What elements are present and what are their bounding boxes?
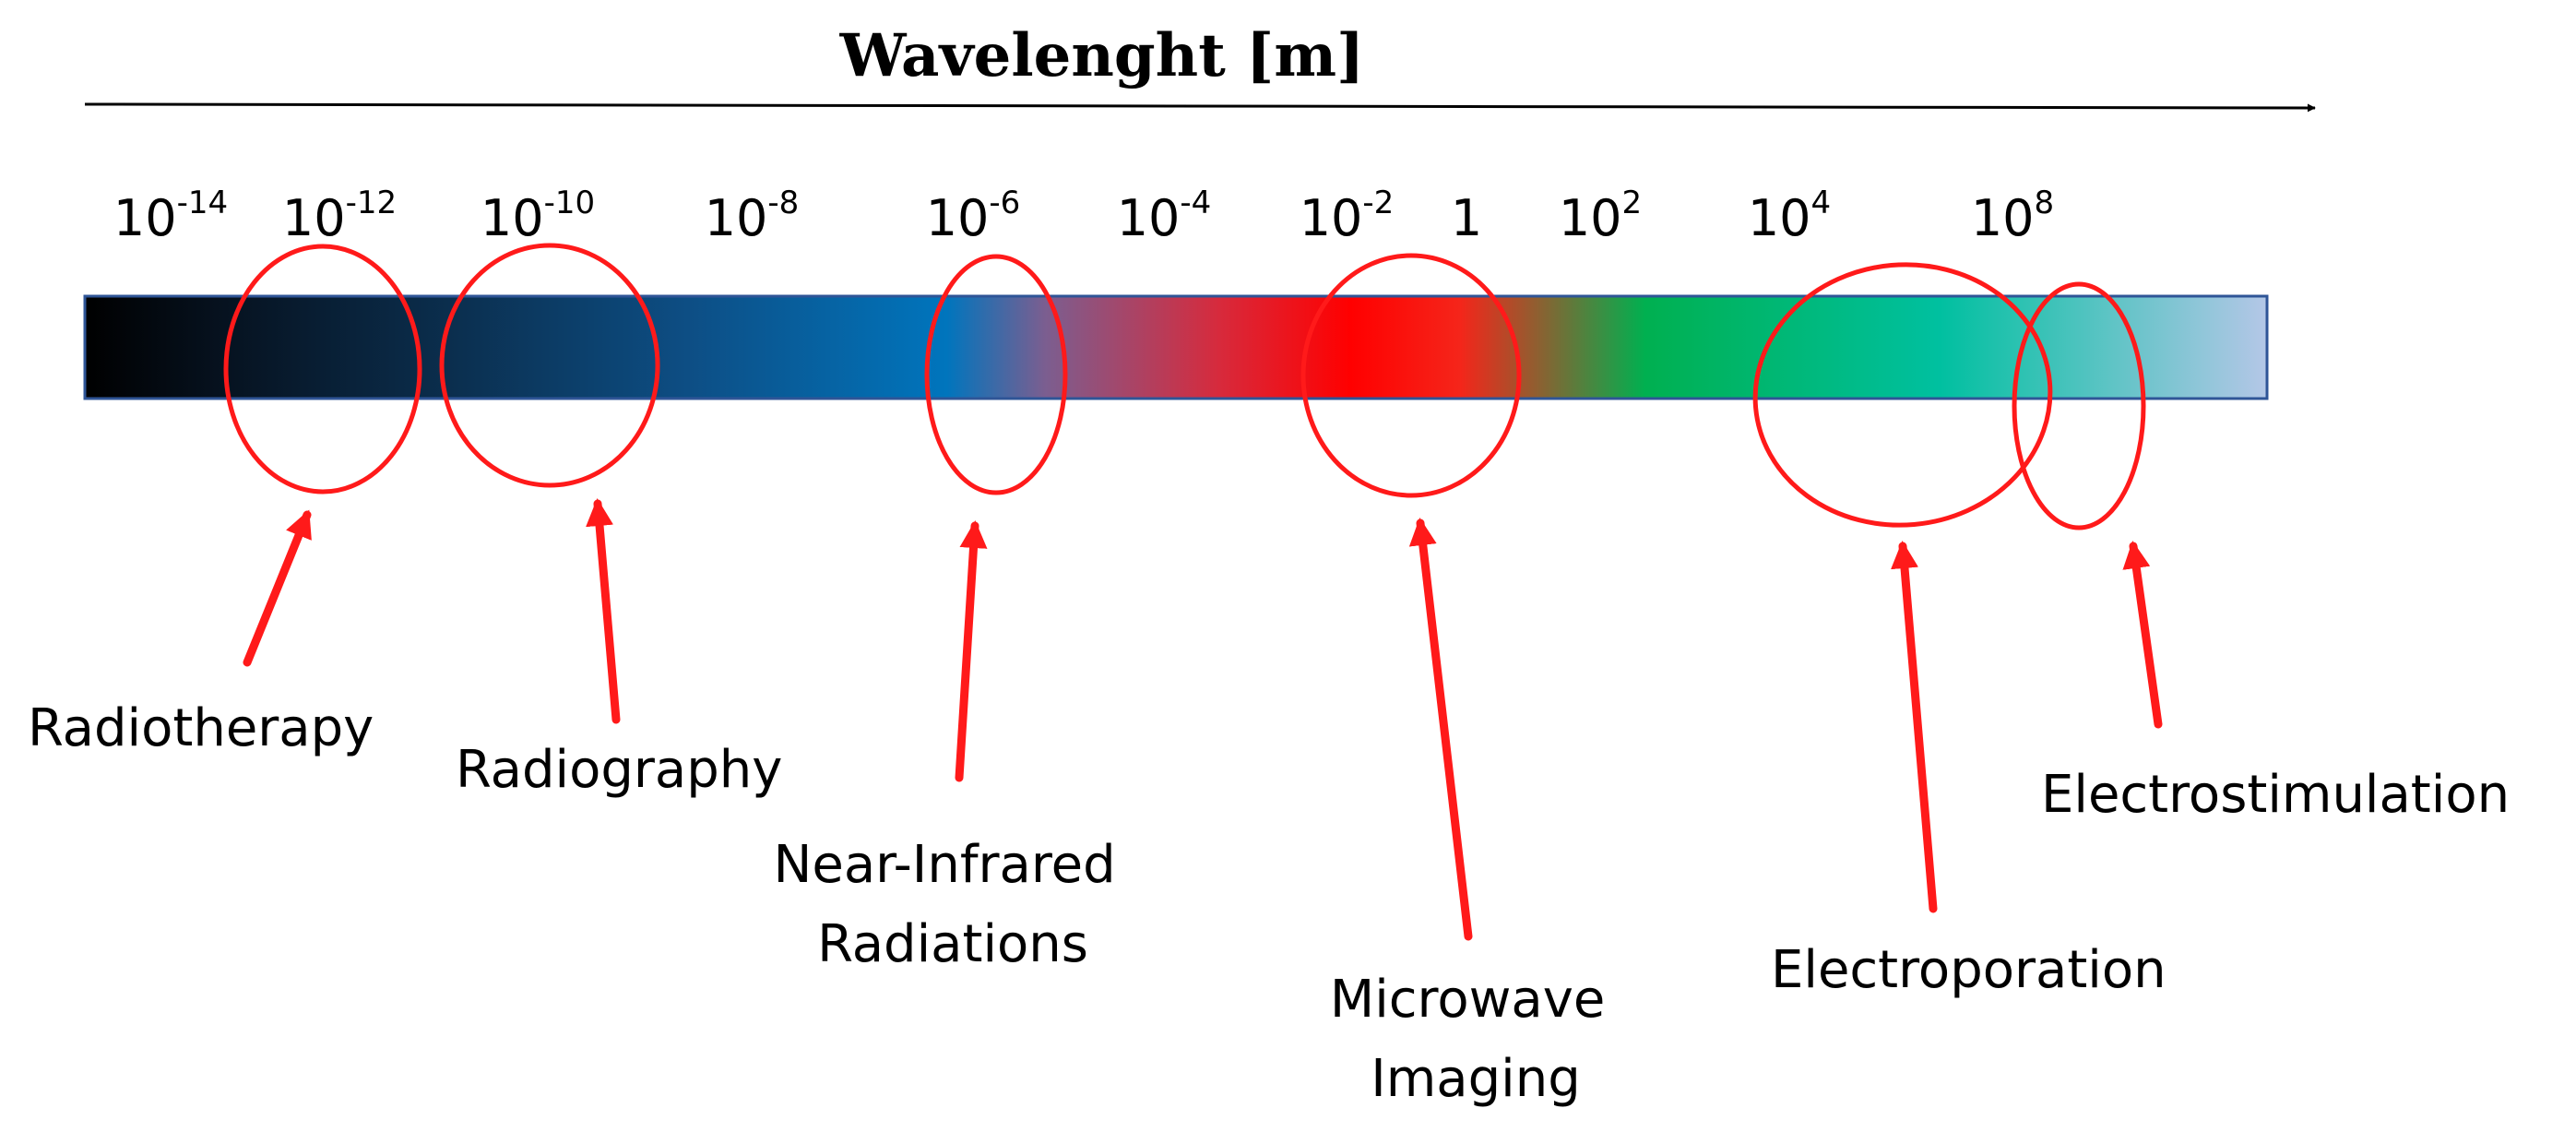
radiography-arrow bbox=[586, 498, 621, 724]
tick-exponent: -4 bbox=[1180, 185, 1211, 221]
tick-label: 10-4 bbox=[1117, 185, 1212, 247]
tick-base: 1 bbox=[1451, 189, 1482, 247]
tick-base: 10 bbox=[926, 189, 990, 247]
tick-base: 10 bbox=[1117, 189, 1181, 247]
tick-exponent: 8 bbox=[2035, 185, 2055, 221]
microwave-imaging-label-line-1: Microwave bbox=[1330, 970, 1605, 1030]
tick-label: 1 bbox=[1451, 189, 1482, 247]
tick-exponent: -14 bbox=[177, 185, 229, 221]
radiography-label-line: Radiography bbox=[456, 740, 782, 800]
tick-label: 10-14 bbox=[113, 185, 228, 247]
radiography-label: Radiography bbox=[456, 740, 782, 800]
microwave-imaging-label: Microwave Imaging bbox=[1330, 970, 1621, 1109]
tick-label: 10-10 bbox=[481, 185, 595, 247]
microwave-imaging-label-line-2: Imaging bbox=[1371, 1049, 1581, 1109]
near-infrared-label-line-1: Near-Infrared bbox=[774, 835, 1116, 895]
electroporation-label: Electroporation bbox=[1771, 940, 2166, 1000]
axis-title: Wavelenght [m] bbox=[839, 21, 1365, 90]
tick-base: 10 bbox=[1748, 189, 1811, 247]
tick-exponent: 4 bbox=[1811, 185, 1832, 221]
tick-base: 10 bbox=[1300, 189, 1363, 247]
electrostimulation-label: Electrostimulation bbox=[2041, 765, 2510, 825]
tick-exponent: -2 bbox=[1362, 185, 1394, 221]
near-infrared-label: Near-Infrared Radiations bbox=[774, 835, 1133, 974]
near-infrared-highlight-ellipse bbox=[924, 254, 1068, 495]
electrostimulation-label-line: Electrostimulation bbox=[2041, 765, 2510, 825]
tick-exponent: -8 bbox=[767, 185, 799, 221]
tick-label: 10-8 bbox=[705, 185, 800, 247]
electroporation-highlight-ellipse bbox=[1752, 262, 2053, 528]
radiotherapy-arrow bbox=[243, 509, 312, 667]
microwave-arrow bbox=[1408, 518, 1473, 941]
tick-label: 10-6 bbox=[926, 185, 1021, 247]
microwave-highlight-ellipse bbox=[1300, 253, 1522, 498]
tick-base: 10 bbox=[1559, 189, 1622, 247]
tick-base: 10 bbox=[113, 189, 177, 247]
tick-label: 10-12 bbox=[282, 185, 397, 247]
tick-base: 10 bbox=[1971, 189, 2035, 247]
radiotherapy-label: Radiotherapy bbox=[28, 698, 374, 758]
tick-labels: 10-14 10-12 10-10 10-8 10-6 10-4 10-2 1 102 104 10… bbox=[113, 185, 2054, 247]
near-infrared-arrow bbox=[955, 520, 988, 782]
tick-exponent: -12 bbox=[346, 185, 398, 221]
tick-exponent: -6 bbox=[989, 185, 1020, 221]
electroporation-label-line: Electroporation bbox=[1771, 940, 2166, 1000]
spectrum-bar bbox=[83, 294, 2269, 400]
tick-label: 108 bbox=[1971, 185, 2054, 247]
wavelength-axis-arrow bbox=[84, 102, 2316, 113]
radiography-highlight-ellipse bbox=[439, 243, 660, 488]
radiotherapy-highlight-ellipse bbox=[223, 244, 422, 495]
near-infrared-label-line-2: Radiations bbox=[817, 914, 1088, 974]
tick-base: 10 bbox=[282, 189, 346, 247]
electroporation-arrow bbox=[1891, 541, 1938, 913]
tick-label: 10-2 bbox=[1300, 185, 1395, 247]
tick-label: 102 bbox=[1559, 185, 1642, 247]
tick-base: 10 bbox=[481, 189, 544, 247]
tick-label: 104 bbox=[1748, 185, 1831, 247]
tick-base: 10 bbox=[705, 189, 768, 247]
tick-exponent: 2 bbox=[1622, 185, 1643, 221]
electrostimulation-arrow bbox=[2122, 541, 2163, 729]
electrostimulation-highlight-ellipse bbox=[2012, 281, 2146, 530]
radiotherapy-label-line: Radiotherapy bbox=[28, 698, 374, 758]
tick-exponent: -10 bbox=[544, 185, 596, 221]
